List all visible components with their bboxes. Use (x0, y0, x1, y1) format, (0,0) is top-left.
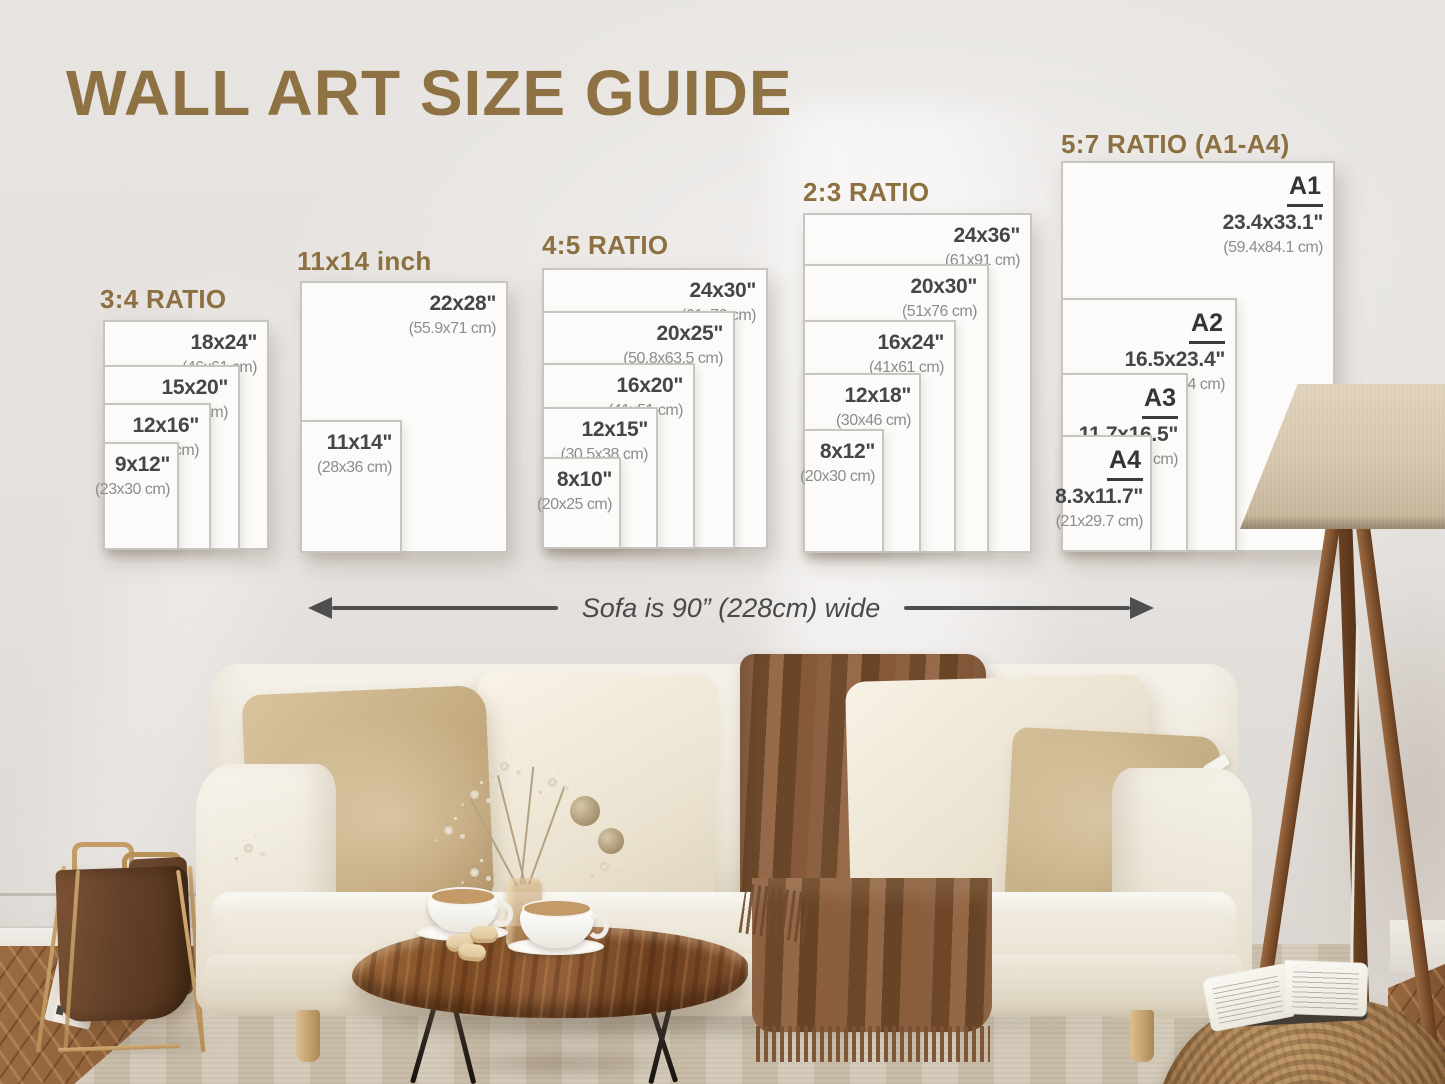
throw-blanket-fringe (756, 1026, 990, 1062)
group-title-2-3: 2:3 RATIO (803, 177, 930, 207)
gypsophila-flowers (548, 778, 557, 787)
frame-series-label: A1 (1287, 170, 1323, 207)
dried-pompom-flower (598, 828, 624, 854)
frame-size-label: 8.3x11.7" (1055, 485, 1143, 508)
group-title-11x14: 11x14 inch (297, 246, 432, 276)
frame-cm-label: (20x30 cm) (799, 467, 876, 485)
frame-11x14: 11x14" (28x36 cm) (300, 420, 402, 553)
book-page (1282, 959, 1369, 1017)
frame-9x12: 9x12" (23x30 cm) (95, 442, 179, 550)
frame-size-label: 12x18" (844, 384, 911, 407)
frame-cm-label: (23x30 cm) (94, 480, 171, 498)
magazine-rack (35, 840, 212, 1054)
arrow-line-left (332, 606, 558, 610)
frame-size-label: 16.5x23.4" (1124, 348, 1226, 371)
coffee-cup (520, 899, 609, 948)
frame-cm-label: (28x36 cm) (316, 458, 393, 476)
frame-size-label: 16x24" (877, 331, 944, 354)
frame-8x10: 8x10" (20x25 cm) (537, 457, 621, 549)
group-title-5-7: 5:7 RATIO (A1-A4) (1061, 129, 1290, 159)
frame-cm-label: (55.9x71 cm) (408, 319, 497, 337)
frame-size-label: 15x20" (161, 376, 228, 399)
macaron (470, 926, 498, 943)
arrow-left-icon (308, 597, 332, 619)
frame-size-label: 23.4x33.1" (1222, 211, 1324, 234)
gypsophila-flowers (600, 862, 609, 871)
open-book (1201, 956, 1372, 1037)
frame-cm-label: (59.4x84.1 cm) (1223, 238, 1323, 256)
frame-size-label: 12x16" (132, 414, 199, 437)
gypsophila-flowers (470, 790, 479, 799)
frame-size-label: 12x15" (581, 418, 648, 441)
frame-size-label: 22x28" (429, 292, 496, 315)
frame-series-label: A2 (1189, 307, 1225, 344)
frame-cm-label: (20x25 cm) (536, 495, 613, 513)
gypsophila-flowers (444, 826, 453, 835)
frame-size-label: 8x10" (556, 468, 612, 491)
frame-size-label: 20x25" (656, 322, 723, 345)
arrow-right-icon (1130, 597, 1154, 619)
frame-size-label: 11x14" (326, 431, 393, 454)
macaron (457, 942, 487, 963)
sofa-leg (296, 1010, 320, 1062)
frame-size-label: 18x24" (190, 331, 257, 354)
dried-pompom-flower (570, 796, 600, 826)
frame-series-label: A3 (1142, 382, 1178, 419)
sofa-width-annotation: Sofa is 90” (228cm) wide (308, 588, 1154, 628)
frame-size-label: 8x12" (819, 440, 875, 463)
gypsophila-flowers (500, 762, 509, 771)
group-title-3-4: 3:4 RATIO (100, 284, 227, 314)
gypsophila-flowers (244, 844, 253, 853)
frame-size-label: 9x12" (114, 453, 170, 476)
rack-base-bar (58, 1043, 181, 1053)
frame-size-label: 24x36" (953, 224, 1020, 247)
sofa-leg (1130, 1010, 1154, 1062)
frame-8x12: 8x12" (20x30 cm) (799, 429, 884, 553)
frame-cm-label: (41x61 cm) (868, 358, 945, 376)
gypsophila-flowers (470, 868, 479, 877)
frame-cm-label: (30x46 cm) (835, 411, 912, 429)
frame-series-label: A4 (1107, 444, 1143, 481)
coffee-cup (428, 887, 513, 932)
frame-cm-label: (21x29.7 cm) (1055, 512, 1144, 530)
throw-blanket-fringe-seat (738, 883, 812, 943)
arrow-line-right (904, 606, 1130, 610)
frame-size-label: 20x30" (910, 275, 977, 298)
frame-size-label: 16x20" (616, 374, 683, 397)
page-title: WALL ART SIZE GUIDE (66, 57, 793, 129)
sofa-width-label: Sofa is 90” (228cm) wide (581, 592, 881, 623)
table-shadow (392, 1048, 732, 1078)
frame-cm-label: (50.8x63.5 cm) (623, 349, 723, 367)
group-title-4-5: 4:5 RATIO (542, 230, 669, 260)
frame-cm-label: (51x76 cm) (901, 302, 978, 320)
frame-size-label: 24x30" (689, 279, 756, 302)
frame-a4: A4 8.3x11.7" (21x29.7 cm) (1055, 435, 1152, 552)
